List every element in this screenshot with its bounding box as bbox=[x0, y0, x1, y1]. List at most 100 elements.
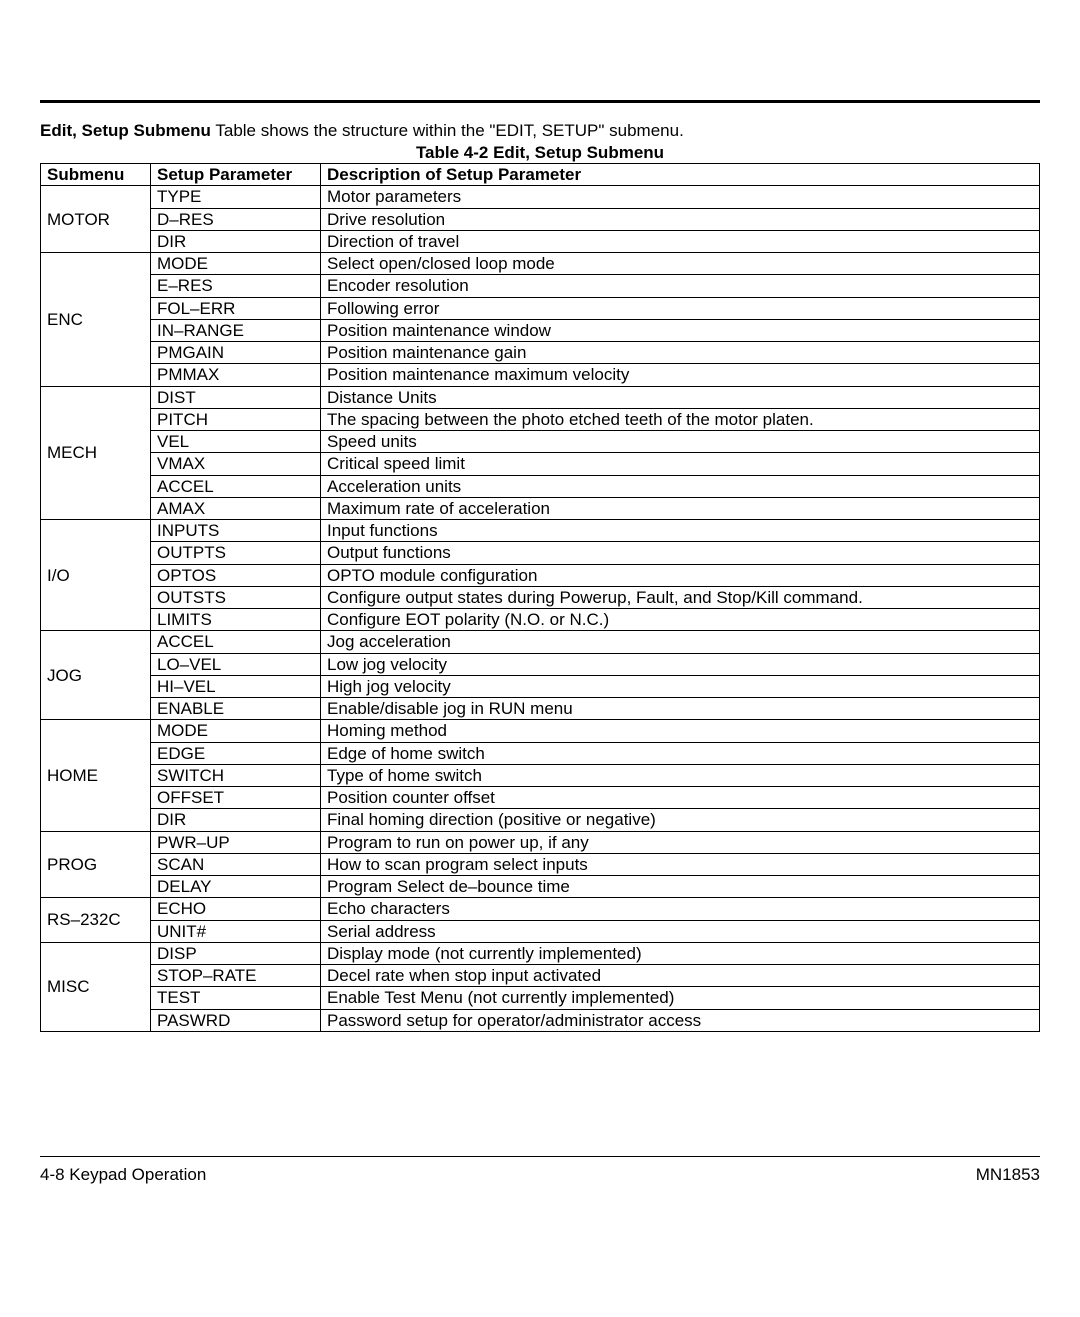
param-cell: TEST bbox=[151, 987, 321, 1009]
table-row: PMGAINPosition maintenance gain bbox=[41, 342, 1040, 364]
table-row: DIRFinal homing direction (positive or n… bbox=[41, 809, 1040, 831]
table-row: ACCELAcceleration units bbox=[41, 475, 1040, 497]
table-row: D–RESDrive resolution bbox=[41, 208, 1040, 230]
desc-cell: How to scan program select inputs bbox=[321, 853, 1040, 875]
param-cell: PMGAIN bbox=[151, 342, 321, 364]
desc-cell: Position counter offset bbox=[321, 787, 1040, 809]
param-cell: PMMAX bbox=[151, 364, 321, 386]
table-header-row: Submenu Setup Parameter Description of S… bbox=[41, 164, 1040, 186]
desc-cell: Distance Units bbox=[321, 386, 1040, 408]
table-row: E–RESEncoder resolution bbox=[41, 275, 1040, 297]
setup-table: Submenu Setup Parameter Description of S… bbox=[40, 163, 1040, 1032]
param-cell: OUTSTS bbox=[151, 586, 321, 608]
submenu-cell: MECH bbox=[41, 386, 151, 520]
header-parameter: Setup Parameter bbox=[151, 164, 321, 186]
param-cell: DIST bbox=[151, 386, 321, 408]
table-row: I/OINPUTSInput functions bbox=[41, 520, 1040, 542]
table-row: UNIT#Serial address bbox=[41, 920, 1040, 942]
desc-cell: Output functions bbox=[321, 542, 1040, 564]
table-row: LO–VELLow jog velocity bbox=[41, 653, 1040, 675]
intro-line: Edit, Setup Submenu Table shows the stru… bbox=[40, 121, 1040, 141]
desc-cell: OPTO module configuration bbox=[321, 564, 1040, 586]
param-cell: D–RES bbox=[151, 208, 321, 230]
desc-cell: Critical speed limit bbox=[321, 453, 1040, 475]
header-submenu: Submenu bbox=[41, 164, 151, 186]
param-cell: LO–VEL bbox=[151, 653, 321, 675]
desc-cell: Encoder resolution bbox=[321, 275, 1040, 297]
desc-cell: The spacing between the photo etched tee… bbox=[321, 408, 1040, 430]
table-row: FOL–ERRFollowing error bbox=[41, 297, 1040, 319]
desc-cell: Motor parameters bbox=[321, 186, 1040, 208]
table-row: RS–232CECHOEcho characters bbox=[41, 898, 1040, 920]
desc-cell: Decel rate when stop input activated bbox=[321, 965, 1040, 987]
param-cell: DIR bbox=[151, 809, 321, 831]
footer-right: MN1853 bbox=[976, 1165, 1040, 1185]
param-cell: PITCH bbox=[151, 408, 321, 430]
desc-cell: Select open/closed loop mode bbox=[321, 253, 1040, 275]
footer-section: Keypad Operation bbox=[69, 1165, 206, 1184]
param-cell: DISP bbox=[151, 942, 321, 964]
table-row: IN–RANGEPosition maintenance window bbox=[41, 319, 1040, 341]
desc-cell: High jog velocity bbox=[321, 675, 1040, 697]
table-row: VMAXCritical speed limit bbox=[41, 453, 1040, 475]
desc-cell: Acceleration units bbox=[321, 475, 1040, 497]
param-cell: AMAX bbox=[151, 497, 321, 519]
table-row: MISCDISPDisplay mode (not currently impl… bbox=[41, 942, 1040, 964]
param-cell: ACCEL bbox=[151, 475, 321, 497]
desc-cell: Drive resolution bbox=[321, 208, 1040, 230]
desc-cell: Position maintenance window bbox=[321, 319, 1040, 341]
param-cell: EDGE bbox=[151, 742, 321, 764]
table-row: HI–VELHigh jog velocity bbox=[41, 675, 1040, 697]
desc-cell: Direction of travel bbox=[321, 230, 1040, 252]
desc-cell: Jog acceleration bbox=[321, 631, 1040, 653]
table-row: HOMEMODEHoming method bbox=[41, 720, 1040, 742]
desc-cell: Password setup for operator/administrato… bbox=[321, 1009, 1040, 1031]
param-cell: DIR bbox=[151, 230, 321, 252]
desc-cell: Enable/disable jog in RUN menu bbox=[321, 698, 1040, 720]
param-cell: ENABLE bbox=[151, 698, 321, 720]
desc-cell: Echo characters bbox=[321, 898, 1040, 920]
param-cell: ECHO bbox=[151, 898, 321, 920]
intro-rest: Table shows the structure within the "ED… bbox=[211, 121, 684, 140]
desc-cell: Low jog velocity bbox=[321, 653, 1040, 675]
param-cell: STOP–RATE bbox=[151, 965, 321, 987]
table-row: TESTEnable Test Menu (not currently impl… bbox=[41, 987, 1040, 1009]
desc-cell: Serial address bbox=[321, 920, 1040, 942]
desc-cell: Enable Test Menu (not currently implemen… bbox=[321, 987, 1040, 1009]
desc-cell: Configure EOT polarity (N.O. or N.C.) bbox=[321, 609, 1040, 631]
table-caption: Table 4-2 Edit, Setup Submenu bbox=[40, 143, 1040, 163]
desc-cell: Final homing direction (positive or nega… bbox=[321, 809, 1040, 831]
param-cell: PASWRD bbox=[151, 1009, 321, 1031]
submenu-cell: JOG bbox=[41, 631, 151, 720]
footer-page-num: 4-8 bbox=[40, 1165, 69, 1184]
desc-cell: Program to run on power up, if any bbox=[321, 831, 1040, 853]
submenu-cell: MOTOR bbox=[41, 186, 151, 253]
param-cell: VMAX bbox=[151, 453, 321, 475]
table-row: AMAXMaximum rate of acceleration bbox=[41, 497, 1040, 519]
submenu-cell: ENC bbox=[41, 253, 151, 387]
table-row: ENABLEEnable/disable jog in RUN menu bbox=[41, 698, 1040, 720]
submenu-cell: HOME bbox=[41, 720, 151, 831]
param-cell: SWITCH bbox=[151, 764, 321, 786]
table-row: LIMITSConfigure EOT polarity (N.O. or N.… bbox=[41, 609, 1040, 631]
param-cell: PWR–UP bbox=[151, 831, 321, 853]
desc-cell: Following error bbox=[321, 297, 1040, 319]
table-row: VELSpeed units bbox=[41, 431, 1040, 453]
desc-cell: Maximum rate of acceleration bbox=[321, 497, 1040, 519]
table-row: OUTPTSOutput functions bbox=[41, 542, 1040, 564]
param-cell: OPTOS bbox=[151, 564, 321, 586]
table-row: OPTOSOPTO module configuration bbox=[41, 564, 1040, 586]
desc-cell: Program Select de–bounce time bbox=[321, 876, 1040, 898]
param-cell: VEL bbox=[151, 431, 321, 453]
desc-cell: Type of home switch bbox=[321, 764, 1040, 786]
table-body: MOTORTYPEMotor parametersD–RESDrive reso… bbox=[41, 186, 1040, 1032]
header-desc: Description of Setup Parameter bbox=[321, 164, 1040, 186]
page-footer: 4-8 Keypad Operation MN1853 bbox=[40, 1156, 1040, 1185]
param-cell: INPUTS bbox=[151, 520, 321, 542]
desc-cell: Input functions bbox=[321, 520, 1040, 542]
param-cell: HI–VEL bbox=[151, 675, 321, 697]
param-cell: DELAY bbox=[151, 876, 321, 898]
submenu-cell: I/O bbox=[41, 520, 151, 631]
table-row: PMMAXPosition maintenance maximum veloci… bbox=[41, 364, 1040, 386]
table-row: PROGPWR–UPProgram to run on power up, if… bbox=[41, 831, 1040, 853]
